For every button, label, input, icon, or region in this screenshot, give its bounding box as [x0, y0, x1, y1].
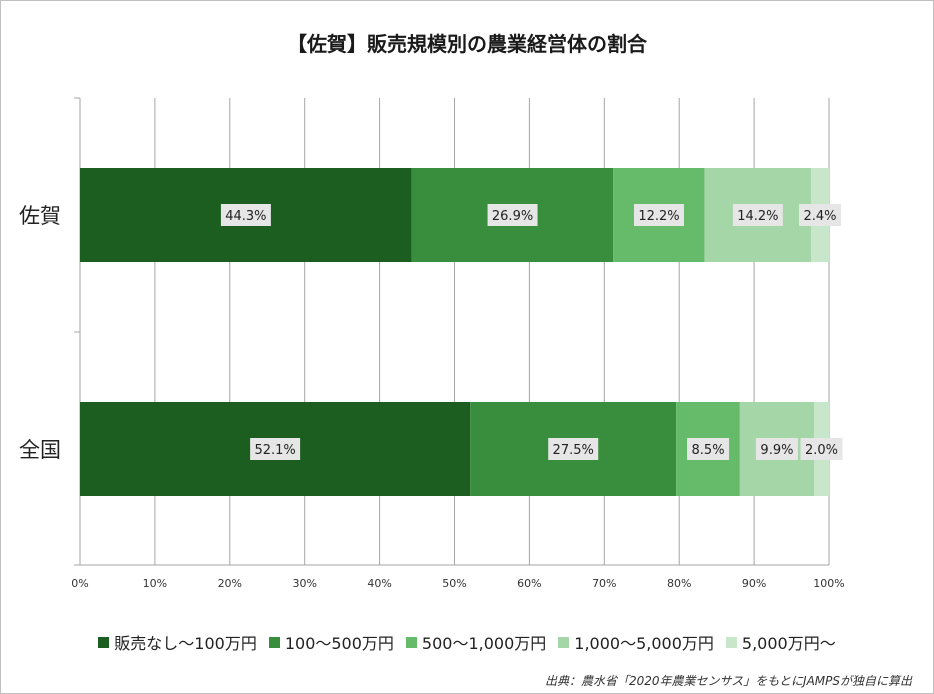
x-tick-label: 80%: [667, 577, 691, 590]
category-label: 全国: [19, 438, 61, 462]
legend-label: 500〜1,000万円: [421, 634, 547, 653]
data-label: 12.2%: [638, 209, 679, 224]
source-note: 出典：農水省「2020年農業センサス」をもとにJAMPSが独自に算出: [544, 674, 912, 688]
legend-item: 500〜1,000万円: [405, 630, 547, 654]
x-tick-label: 50%: [442, 577, 466, 590]
x-tick-label: 60%: [517, 577, 541, 590]
x-tick-label: 70%: [592, 577, 616, 590]
legend-swatch: [405, 636, 417, 648]
chart-title: 【佐賀】販売規模別の農業経営体の割合: [287, 32, 647, 56]
x-tick-label: 40%: [367, 577, 391, 590]
data-label-bg: [250, 438, 301, 460]
data-label-bg: [633, 204, 684, 226]
data-label-bg: [755, 438, 798, 460]
legend-item: 1,000〜5,000万円: [558, 630, 714, 654]
data-label-bg: [800, 438, 843, 460]
category-label: 佐賀: [19, 204, 61, 228]
data-label: 27.5%: [553, 443, 594, 458]
data-label: 44.3%: [225, 209, 266, 224]
x-tick-label: 100%: [813, 577, 844, 590]
data-label-bg: [732, 204, 783, 226]
legend-swatch: [558, 636, 570, 648]
legend-item: 5,000万円〜: [725, 630, 836, 654]
x-tick-label: 20%: [218, 577, 242, 590]
data-label-bg: [687, 438, 730, 460]
legend-swatch: [98, 636, 110, 648]
data-label: 9.9%: [760, 443, 793, 458]
data-label: 26.9%: [492, 209, 533, 224]
data-label-bg: [799, 204, 842, 226]
x-tick-label: 30%: [292, 577, 316, 590]
legend-label: 販売なし〜100万円: [114, 634, 257, 653]
data-label: 2.4%: [803, 209, 836, 224]
x-tick-label: 90%: [742, 577, 766, 590]
data-label: 8.5%: [692, 443, 725, 458]
data-label-bg: [548, 438, 599, 460]
legend-item: 販売なし〜100万円: [98, 630, 257, 654]
chart-legend: 販売なし〜100万円 100〜500万円 500〜1,000万円 1,000〜5,00…: [0, 630, 934, 654]
legend-swatch: [268, 636, 280, 648]
data-label: 2.0%: [805, 443, 838, 458]
data-label-bg: [220, 204, 271, 226]
legend-item: 100〜500万円: [268, 630, 394, 654]
legend-label: 100〜500万円: [284, 634, 394, 653]
legend-label: 5,000万円〜: [741, 634, 836, 653]
data-label-bg: [487, 204, 538, 226]
data-label: 14.2%: [737, 209, 778, 224]
x-tick-label: 0%: [71, 577, 88, 590]
legend-swatch: [725, 636, 737, 648]
x-tick-label: 10%: [143, 577, 167, 590]
legend-label: 1,000〜5,000万円: [574, 634, 714, 653]
data-label: 52.1%: [254, 443, 295, 458]
